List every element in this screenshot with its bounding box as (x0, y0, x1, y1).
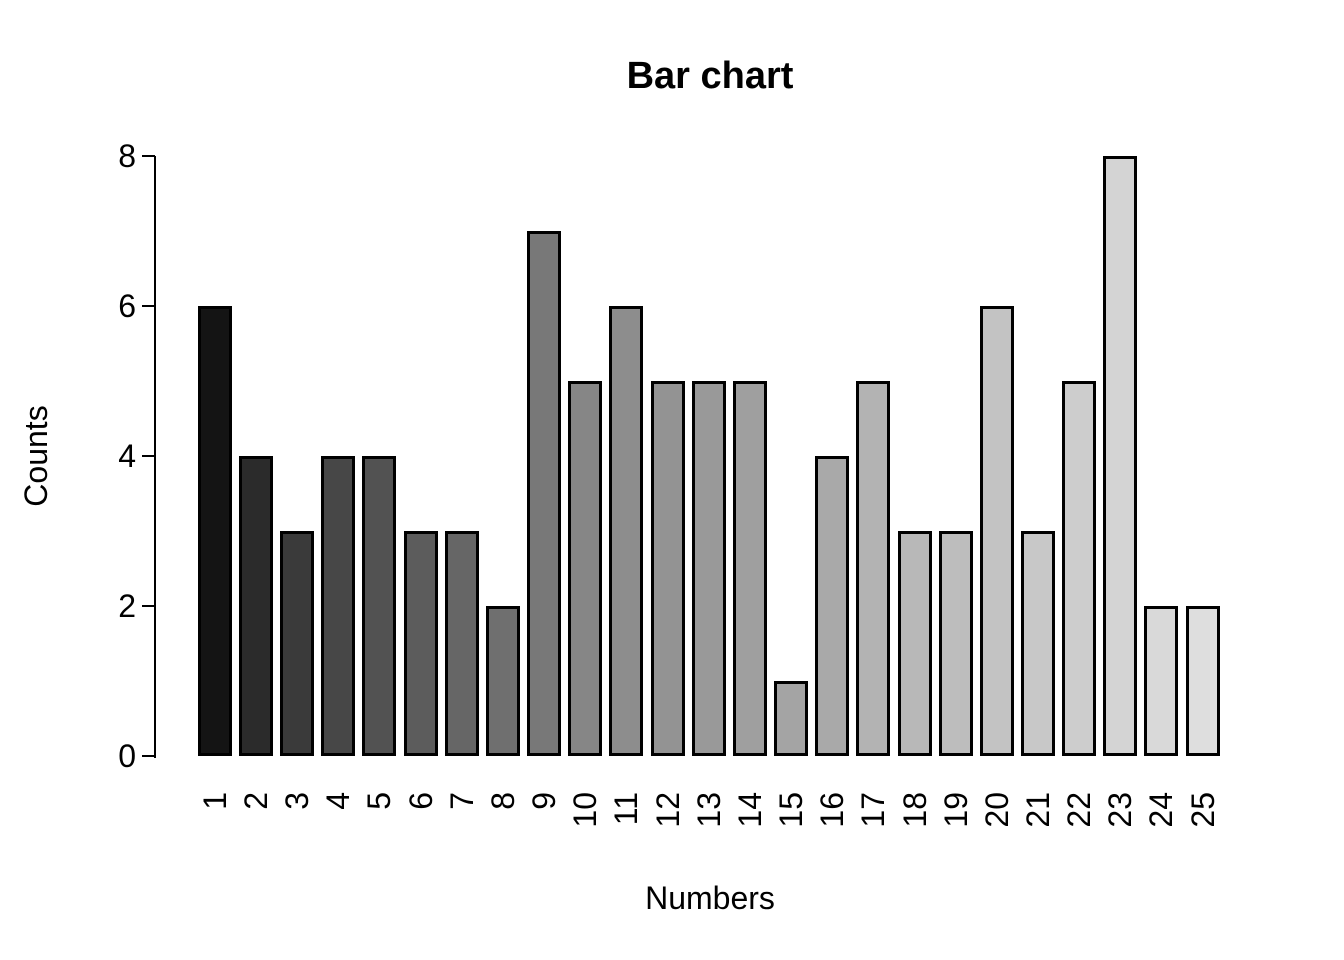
bar (651, 381, 685, 756)
y-tick-label: 2 (118, 588, 136, 624)
bar (1144, 606, 1178, 756)
bar (486, 606, 520, 756)
x-tick-label: 25 (1185, 792, 1221, 828)
bar (939, 531, 973, 756)
bar (856, 381, 890, 756)
bar (815, 456, 849, 756)
y-tick-mark (142, 605, 155, 607)
bar (1062, 381, 1096, 756)
y-axis-line (154, 156, 156, 758)
x-tick-label: 2 (238, 792, 274, 810)
bar (404, 531, 438, 756)
x-tick-label: 1 (197, 792, 233, 810)
x-tick-label: 18 (897, 792, 933, 828)
x-tick-label: 22 (1061, 792, 1097, 828)
x-tick-label: 17 (855, 792, 891, 828)
y-tick-mark (142, 455, 155, 457)
x-tick-label: 15 (773, 792, 809, 828)
x-tick-label: 13 (691, 792, 727, 828)
y-tick-label: 6 (118, 288, 136, 324)
chart-title: Bar chart (626, 55, 794, 97)
bar (280, 531, 314, 756)
bar (321, 456, 355, 756)
x-tick-label: 6 (403, 792, 439, 810)
x-tick-label: 19 (938, 792, 974, 828)
bar (1021, 531, 1055, 756)
y-tick-label: 4 (118, 438, 136, 474)
bar (1186, 606, 1220, 756)
y-tick-mark (142, 155, 155, 157)
y-axis-label: Counts (18, 405, 54, 507)
bar (898, 531, 932, 756)
bar (198, 306, 232, 756)
y-tick-mark (142, 305, 155, 307)
x-tick-label: 20 (979, 792, 1015, 828)
x-tick-label: 16 (814, 792, 850, 828)
x-tick-label: 24 (1143, 792, 1179, 828)
x-tick-label: 9 (526, 792, 562, 810)
x-tick-label: 3 (279, 792, 315, 810)
x-tick-label: 23 (1102, 792, 1138, 828)
x-tick-label: 21 (1020, 792, 1056, 828)
x-tick-label: 14 (732, 792, 768, 828)
y-tick-label: 8 (118, 138, 136, 174)
bar (527, 231, 561, 756)
bar (692, 381, 726, 756)
x-tick-label: 10 (567, 792, 603, 828)
y-tick-mark (142, 755, 155, 757)
y-tick-label: 0 (118, 738, 136, 774)
x-tick-label: 4 (320, 792, 356, 810)
bar (1103, 156, 1137, 756)
x-tick-label: 11 (608, 792, 644, 826)
x-axis-label: Numbers (645, 880, 775, 916)
bar (774, 681, 808, 756)
bar (445, 531, 479, 756)
bar (568, 381, 602, 756)
bar (362, 456, 396, 756)
bar (733, 381, 767, 756)
x-tick-label: 12 (650, 792, 686, 828)
bar (980, 306, 1014, 756)
bar (239, 456, 273, 756)
bar (609, 306, 643, 756)
x-tick-label: 7 (444, 792, 480, 810)
x-tick-label: 5 (361, 792, 397, 810)
x-tick-label: 8 (485, 792, 521, 810)
